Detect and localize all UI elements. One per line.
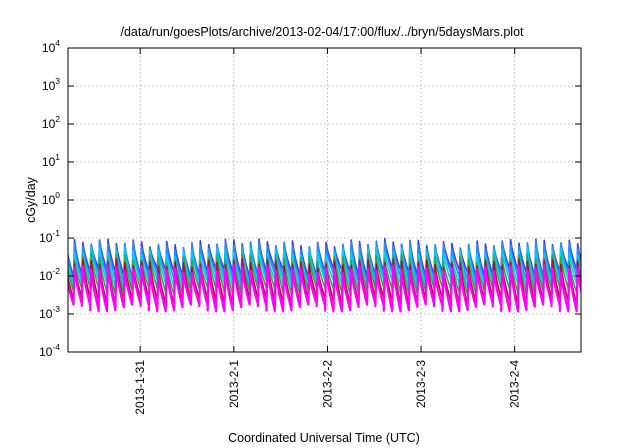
y-tick-exponent: 1: [55, 152, 60, 162]
series-line: [68, 258, 581, 306]
chart-title: /data/run/goesPlots/archive/2013-02-04/1…: [120, 25, 524, 39]
y-axis-label: cGy/day: [24, 176, 38, 223]
plot-area: [68, 237, 581, 313]
y-tick-base: 10: [42, 79, 56, 93]
series-line: [68, 264, 581, 313]
y-tick-exponent: 3: [55, 76, 60, 86]
y-tick-label: 10-1: [39, 228, 60, 245]
y-tick-label: 10-4: [39, 342, 60, 359]
y-tick-exponent: -4: [52, 342, 60, 352]
y-tick-exponent: -2: [52, 266, 60, 276]
x-tick-label: 2013-2-3: [414, 360, 428, 408]
series-line: [68, 246, 581, 290]
y-tick-label: 103: [42, 76, 60, 93]
axis-ticks: [68, 47, 581, 353]
y-tick-exponent: -3: [52, 304, 60, 314]
y-tick-base: 10: [42, 155, 56, 169]
y-tick-base: 10: [42, 117, 56, 131]
x-tick-label: 2013-2-2: [320, 360, 334, 408]
x-tick-label: 2013-1-31: [133, 360, 147, 415]
y-tick-exponent: 0: [55, 190, 60, 200]
y-tick-base: 10: [42, 41, 56, 55]
x-axis-label: Coordinated Universal Time (UTC): [228, 431, 420, 445]
y-tick-base: 10: [42, 193, 56, 207]
y-tick-base: 10: [39, 345, 53, 359]
y-tick-label: 10-2: [39, 266, 60, 283]
series-line: [68, 253, 581, 296]
x-tick-label: 2013-2-1: [227, 360, 241, 408]
series-line: [68, 240, 581, 284]
y-tick-label: 100: [42, 190, 60, 207]
x-tick-labels: 2013-1-31 2013-2-1 2013-2-2 2013-2-3 2013-2-…: [133, 360, 522, 415]
y-tick-base: 10: [39, 269, 53, 283]
y-tick-label: 104: [42, 38, 60, 55]
y-tick-base: 10: [39, 231, 53, 245]
y-tick-exponent: 2: [55, 114, 60, 124]
y-tick-label: 101: [42, 152, 60, 169]
y-tick-exponent: -1: [52, 228, 60, 238]
y-tick-base: 10: [39, 307, 53, 321]
x-tick-label: 2013-2-4: [508, 360, 522, 408]
y-tick-label: 10-3: [39, 304, 60, 321]
y-tick-exponent: 4: [55, 38, 60, 48]
y-tick-label: 102: [42, 114, 60, 131]
